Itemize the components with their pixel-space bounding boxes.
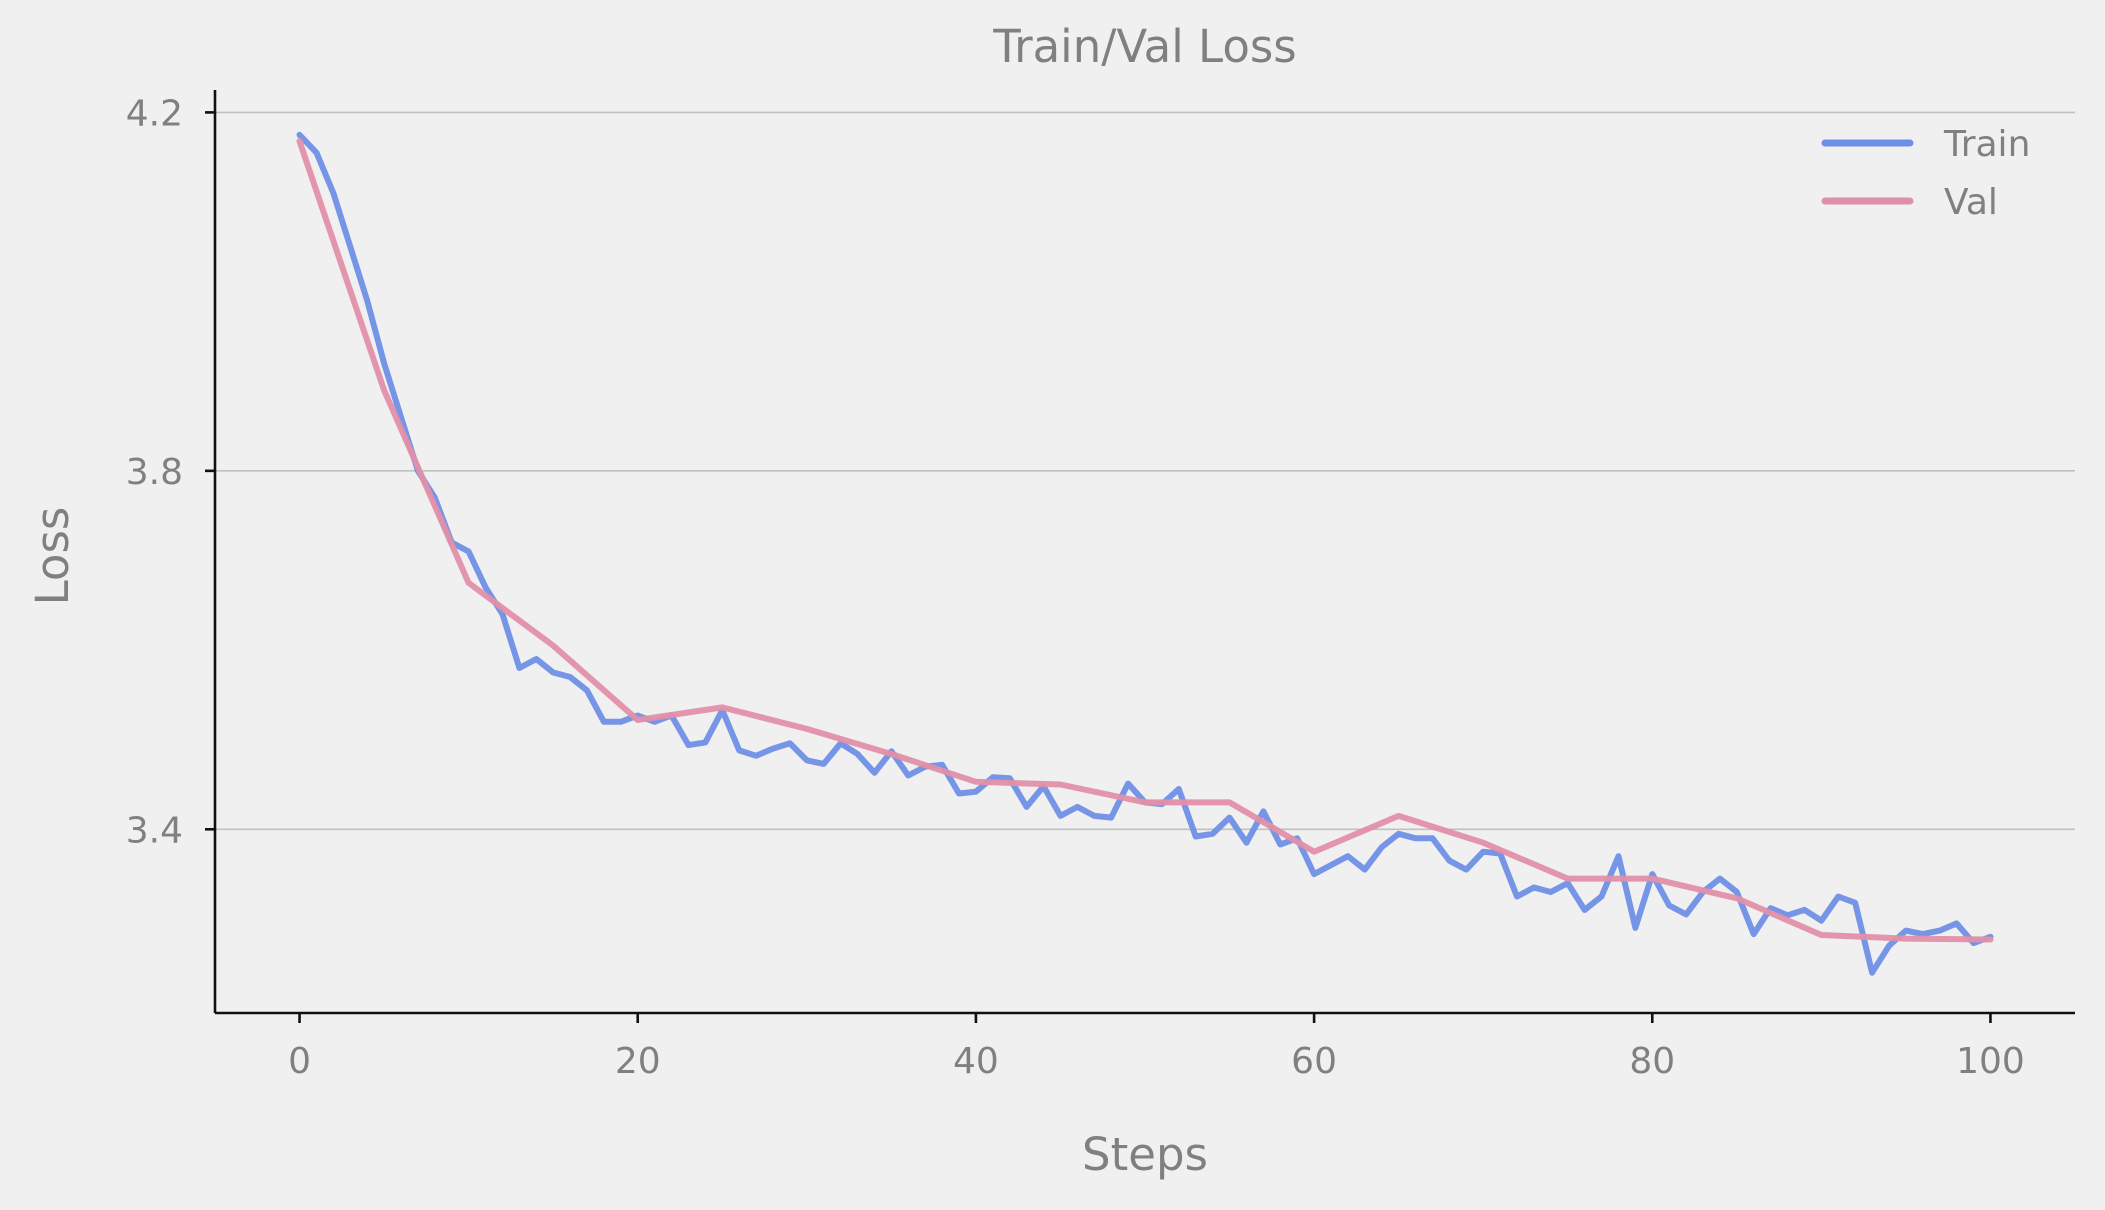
x-axis-label: Steps — [1082, 1128, 1208, 1181]
y-tick-label: 3.8 — [126, 452, 183, 493]
y-tick-label: 4.2 — [126, 93, 183, 134]
legend-label-val: Val — [1944, 182, 1998, 223]
series-line-train — [296, 131, 1994, 976]
y-tick-label: 3.4 — [126, 810, 183, 851]
x-tick-label: 40 — [953, 1041, 999, 1082]
x-tick-label: 80 — [1629, 1041, 1675, 1082]
x-tick-label: 20 — [615, 1041, 661, 1082]
series-lines — [296, 131, 1994, 976]
legend-label-train: Train — [1943, 124, 2030, 165]
x-tick-label: 60 — [1291, 1041, 1337, 1082]
grid-lines — [215, 111, 2075, 831]
x-ticks: 0 20 40 60 80 100 — [288, 1013, 2025, 1082]
chart-title: Train/Val Loss — [992, 20, 1297, 73]
x-tick-label: 0 — [288, 1041, 311, 1082]
legend: Train Val — [1821, 124, 2030, 223]
y-axis-label: Loss — [26, 507, 79, 606]
series-line-val — [296, 138, 1994, 943]
axes — [213, 90, 2075, 1015]
x-tick-label: 100 — [1956, 1041, 2025, 1082]
y-ticks: 3.4 3.8 4.2 — [126, 93, 215, 851]
